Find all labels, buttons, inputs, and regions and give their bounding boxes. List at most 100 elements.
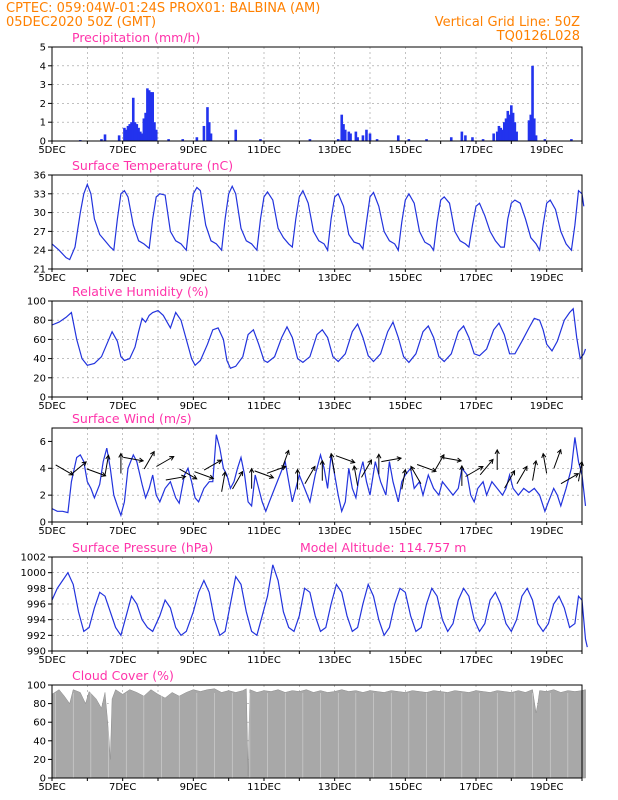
y-tick-label: 24	[33, 246, 46, 257]
precip-bar	[349, 133, 352, 141]
cloud-frame	[51, 684, 583, 779]
wind-title: Surface Wind (m/s)	[72, 411, 192, 426]
wind-arrow-shaft	[553, 449, 562, 469]
wind-arrow	[465, 465, 484, 477]
header-model-code: TQ0126L028	[496, 29, 580, 44]
x-tick-label: 19DEC	[530, 273, 564, 284]
wind-arrow	[381, 456, 403, 463]
wind-arrow-head	[310, 465, 316, 471]
wind-arrow-shaft	[410, 466, 422, 485]
wind-arrow-shaft	[104, 455, 109, 476]
rh-panel: 0 20 40 60 80 100 5DEC 7DEC 9DEC 11DEC 13DEC 15DEC 1…	[27, 284, 587, 412]
wind-arrow	[55, 464, 74, 476]
wind-arrow	[560, 473, 580, 485]
wind-arrow-shaft	[123, 456, 144, 462]
x-tick-label: 15DEC	[388, 655, 422, 666]
y-tick-label: 0	[40, 518, 46, 529]
precip-bar	[343, 129, 347, 141]
x-tick-label: 9DEC	[180, 655, 207, 666]
wind-arrow-head	[478, 465, 484, 471]
wind-arrow-head	[238, 470, 244, 477]
y-tick-label: 1000	[21, 568, 46, 579]
wind-arrow-head	[319, 459, 325, 465]
precip-frame	[51, 46, 583, 142]
wind-arrow-head	[459, 464, 465, 471]
wind-arrow-shaft	[335, 455, 355, 463]
x-tick-label: 17DEC	[459, 145, 493, 156]
precip-bar	[531, 65, 534, 141]
wind-arrow-shaft	[86, 468, 106, 477]
wind-panel: 0 2 4 6 5DEC 7DEC 9DEC 11DEC 13DEC 15DEC 17DEC 19DE…	[38, 411, 587, 537]
precip-bar	[126, 125, 130, 141]
wind-arrow-shaft	[542, 453, 548, 474]
precip-bar	[396, 135, 400, 141]
precip-bar	[425, 139, 428, 141]
x-tick-label: 15DEC	[388, 145, 422, 156]
y-tick-label: 60	[33, 335, 46, 346]
wind-arrow-head	[294, 468, 301, 474]
precip-bar	[100, 139, 103, 141]
wind-arrow-head	[402, 468, 408, 475]
pressure-subtitle: Model Altitude: 114.757 m	[300, 540, 466, 555]
precip-bar	[181, 139, 185, 141]
precip-bar	[117, 135, 121, 141]
y-tick-label: 0	[40, 393, 46, 404]
y-tick-label: 80	[33, 316, 46, 327]
wind-arrow-head	[169, 455, 175, 461]
x-tick-label: 7DEC	[109, 273, 136, 284]
wind-arrow-head	[181, 474, 187, 480]
wind-arrow-shaft	[143, 451, 155, 470]
wind-arrow-shaft	[304, 466, 316, 485]
x-tick-label: 17DEC	[459, 273, 493, 284]
wind-arrow-head	[431, 467, 437, 473]
y-tick-label: 21	[33, 265, 46, 276]
y-tick-label: 998	[27, 584, 46, 595]
precip-bar	[515, 131, 518, 141]
wind-arrow-shaft	[361, 459, 372, 478]
pressure-title: Surface Pressure (hPa)	[72, 540, 213, 555]
y-tick-label: 5	[40, 43, 46, 54]
precip-bar	[471, 137, 474, 141]
precip-bar	[234, 129, 238, 141]
precip-bar	[209, 133, 213, 141]
wind-arrow-head	[488, 458, 494, 464]
precip-bar	[497, 125, 501, 141]
y-tick-label: 996	[27, 600, 46, 611]
wind-arrow-head	[221, 471, 228, 477]
wind-arrow	[194, 471, 215, 480]
header-run-date: 05DEC2020 50Z (GMT)	[6, 15, 156, 30]
precip-bar	[356, 137, 359, 141]
wind-arrow-shaft	[560, 473, 579, 485]
cloud-title: Cloud Cover (%)	[72, 668, 174, 683]
y-tick-label: 0	[40, 774, 46, 785]
precip-bar	[142, 118, 146, 141]
precip-bar	[103, 134, 107, 141]
wind-arrow	[254, 470, 275, 479]
wind-arrow	[410, 465, 422, 485]
precip-bar	[368, 133, 372, 141]
wind-arrow-shaft	[281, 450, 290, 470]
wind-arrow	[203, 459, 223, 471]
y-tick-label: 80	[33, 699, 46, 710]
wind-arrow	[504, 469, 516, 489]
x-tick-label: 13DEC	[318, 273, 352, 284]
wind-arrow	[494, 448, 500, 470]
x-tick-label: 5DEC	[38, 655, 65, 666]
x-tick-label: 15DEC	[388, 401, 422, 412]
wind-arrow	[179, 468, 198, 480]
header-station: CPTEC: 059:04W-01:24S PROX01: BALBINA (A…	[6, 1, 320, 16]
x-tick-label: 11DEC	[247, 526, 281, 537]
wind-arrow-head	[410, 465, 416, 471]
precip-bar	[449, 137, 453, 141]
x-tick-label: 15DEC	[388, 273, 422, 284]
wind-arrow-head	[68, 470, 74, 476]
wind-arrow	[294, 468, 301, 490]
header-grid-line: Vertical Grid Line: 50Z	[435, 15, 580, 30]
x-tick-label: 17DEC	[459, 526, 493, 537]
wind-arrow	[86, 468, 107, 477]
precip-panel: 0 1 2 3 4 5 5DEC 7DEC 9DEC 11DEC 13DEC 15DEC 17DEC 19…	[38, 30, 583, 156]
precip-bar	[195, 137, 199, 141]
wind-arrow	[335, 455, 356, 464]
wind-arrow-head	[268, 474, 275, 479]
